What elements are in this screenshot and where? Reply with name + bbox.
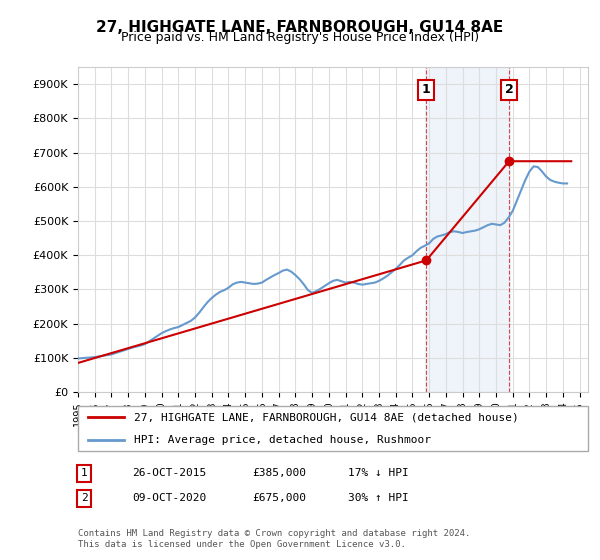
Text: £675,000: £675,000: [252, 493, 306, 503]
Text: Price paid vs. HM Land Registry's House Price Index (HPI): Price paid vs. HM Land Registry's House …: [121, 31, 479, 44]
Text: 2: 2: [505, 83, 514, 96]
Text: 09-OCT-2020: 09-OCT-2020: [132, 493, 206, 503]
Text: 27, HIGHGATE LANE, FARNBOROUGH, GU14 8AE: 27, HIGHGATE LANE, FARNBOROUGH, GU14 8AE: [97, 20, 503, 35]
Text: Contains HM Land Registry data © Crown copyright and database right 2024.
This d: Contains HM Land Registry data © Crown c…: [78, 529, 470, 549]
Text: 30% ↑ HPI: 30% ↑ HPI: [348, 493, 409, 503]
Text: £385,000: £385,000: [252, 468, 306, 478]
FancyBboxPatch shape: [78, 406, 588, 451]
Text: 26-OCT-2015: 26-OCT-2015: [132, 468, 206, 478]
Text: 1: 1: [422, 83, 431, 96]
Text: 17% ↓ HPI: 17% ↓ HPI: [348, 468, 409, 478]
Bar: [425, 67, 510, 392]
Text: HPI: Average price, detached house, Rushmoor: HPI: Average price, detached house, Rush…: [134, 435, 431, 445]
Text: 2: 2: [80, 493, 88, 503]
Text: 27, HIGHGATE LANE, FARNBOROUGH, GU14 8AE (detached house): 27, HIGHGATE LANE, FARNBOROUGH, GU14 8AE…: [134, 412, 519, 422]
Text: 1: 1: [80, 468, 88, 478]
